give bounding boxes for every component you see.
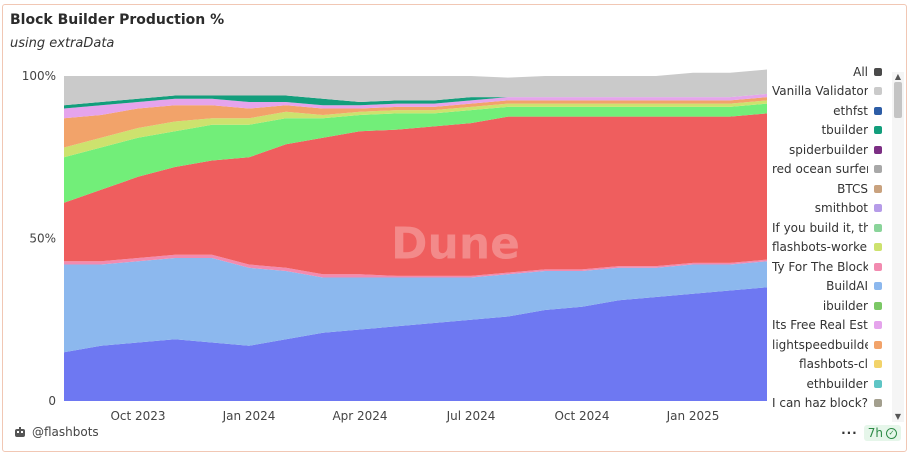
legend-item[interactable]: BTCS (770, 179, 882, 199)
x-tick-label: Oct 2023 (110, 409, 165, 423)
scroll-up-icon[interactable]: ▲ (894, 72, 902, 81)
legend-swatch (874, 126, 882, 135)
x-tick-label: Jan 2025 (666, 409, 720, 423)
legend-swatch (874, 165, 882, 174)
x-tick-label: Jul 2024 (446, 409, 496, 423)
area-series-7[interactable] (64, 93, 767, 119)
legend-swatch (874, 301, 882, 310)
legend-item[interactable]: I can haz block? (770, 394, 882, 413)
legend-swatch (874, 321, 882, 330)
legend-swatch (874, 360, 882, 369)
refresh-time: 7h (867, 426, 883, 440)
legend-item[interactable]: ethbuilder (770, 374, 882, 394)
legend-swatch (874, 184, 882, 193)
chart-title: Block Builder Production % (10, 12, 225, 28)
author-name: @flashbots (32, 425, 99, 439)
legend-item[interactable]: tbuilder (770, 121, 882, 141)
y-tick-label: 0 (48, 394, 56, 408)
legend-swatch (874, 243, 882, 252)
legend-swatch (874, 262, 882, 271)
footer-actions: ··· 7h ✓ (841, 425, 901, 441)
area-series-1[interactable] (64, 258, 767, 353)
refresh-badge[interactable]: 7h ✓ (863, 425, 901, 441)
y-tick-label: 100% (22, 69, 56, 83)
legend-item[interactable]: Its Free Real Estate (770, 316, 882, 336)
legend-swatch (874, 282, 882, 291)
legend-swatch (874, 223, 882, 232)
legend-swatch (874, 379, 882, 388)
y-tick-label: 50% (29, 232, 56, 246)
legend-item[interactable]: flashbots-worker (770, 238, 882, 258)
legend-item[interactable]: If you build it, they (770, 218, 882, 238)
legend-label: tbuilder (821, 123, 868, 138)
legend-swatch (874, 204, 882, 213)
legend-swatch (874, 67, 882, 76)
author-credit[interactable]: @flashbots (14, 425, 99, 439)
legend-label: smithbot (814, 201, 868, 216)
flashbots-logo-icon (15, 426, 25, 437)
legend-swatch (874, 106, 882, 115)
legend-label: If you build it, they (772, 220, 868, 235)
legend-swatch (874, 87, 882, 96)
legend-label: spiderbuilder (789, 142, 868, 157)
area-series-8[interactable] (64, 93, 767, 109)
chart-legend: All Vanilla Validator ethfst tbuilder spider… (770, 62, 882, 412)
legend-item[interactable]: ibuilder (770, 296, 882, 316)
legend-item[interactable]: lightspeedbuilder (770, 335, 882, 355)
check-circle-icon: ✓ (886, 427, 897, 439)
area-series-4[interactable] (64, 103, 767, 203)
x-tick-label: Jan 2024 (222, 409, 276, 423)
legend-label: Vanilla Validator (772, 84, 868, 99)
legend-label: ibuilder (822, 298, 868, 313)
area-series-0[interactable] (64, 287, 767, 401)
legend-swatch (874, 399, 882, 408)
area-series-3[interactable] (64, 113, 767, 276)
x-tick-label: Oct 2024 (554, 409, 609, 423)
area-series-9[interactable] (64, 69, 767, 106)
legend-scrollbar[interactable]: ▲ ▼ (892, 72, 904, 422)
chart-subtitle: using extraData (10, 36, 115, 51)
legend-item[interactable]: ethfst (770, 101, 882, 121)
area-series-6[interactable] (64, 97, 767, 148)
legend-label: Its Free Real Estate (772, 318, 868, 333)
area-series-2[interactable] (64, 254, 767, 278)
legend-item[interactable]: smithbot (770, 199, 882, 219)
legend-item[interactable]: red ocean surfer (770, 160, 882, 180)
legend-label: All (853, 64, 868, 79)
legend-label: ethbuilder (806, 376, 868, 391)
legend-label: ethfst (833, 103, 868, 118)
legend-label: lightspeedbuilder (772, 337, 868, 352)
scroll-down-icon[interactable]: ▼ (894, 412, 902, 421)
more-options-icon[interactable]: ··· (841, 426, 858, 440)
legend-item[interactable]: All (770, 62, 882, 82)
legend-item[interactable]: flashbots-cl (770, 355, 882, 375)
legend-label: red ocean surfer (772, 162, 868, 177)
legend-item[interactable]: Ty For The Block (770, 257, 882, 277)
legend-label: flashbots-worker (772, 240, 868, 255)
legend-swatch (874, 145, 882, 154)
legend-item[interactable]: BuildAI (770, 277, 882, 297)
legend-item[interactable]: spiderbuilder (770, 140, 882, 160)
x-tick-label: Apr 2024 (332, 409, 387, 423)
legend-label: BuildAI (826, 279, 868, 294)
legend-label: Ty For The Block (772, 259, 868, 274)
legend-item[interactable]: Vanilla Validator (770, 82, 882, 102)
legend-swatch (874, 340, 882, 349)
dune-watermark: Dune (391, 219, 520, 270)
legend-label: I can haz block? (772, 396, 868, 411)
legend-label: BTCS (837, 181, 868, 196)
legend-label: flashbots-cl (799, 357, 868, 372)
scroll-thumb[interactable] (894, 82, 902, 118)
area-series-5[interactable] (64, 100, 767, 158)
